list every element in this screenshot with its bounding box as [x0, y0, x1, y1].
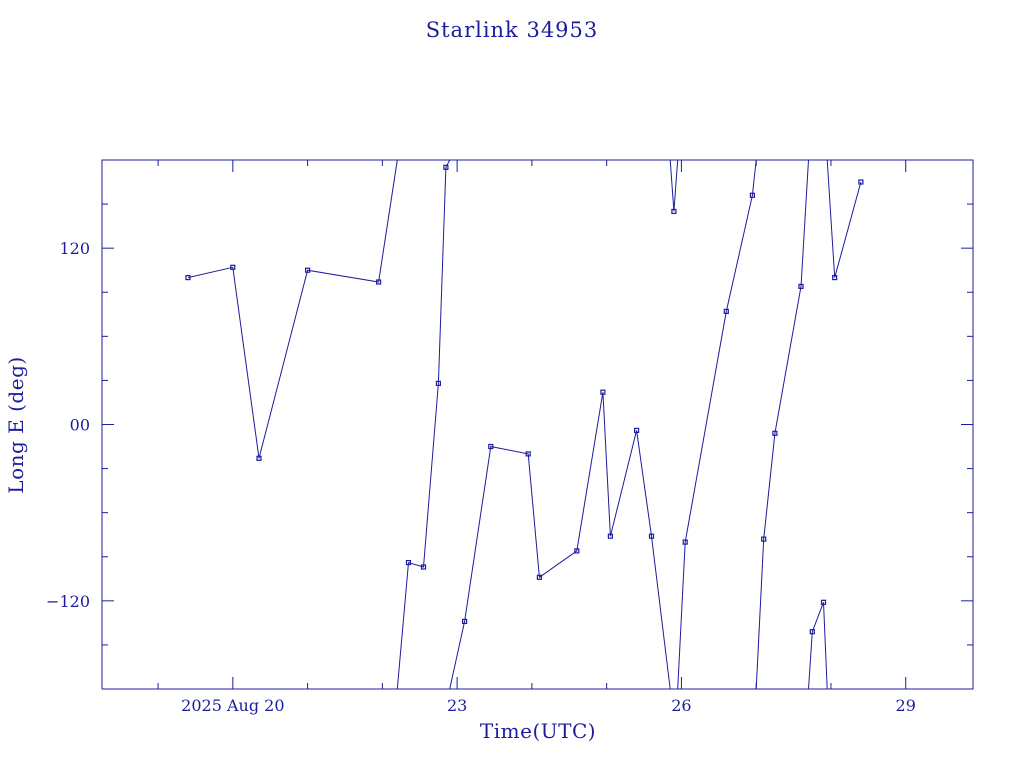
x-axis-label: Time(UTC): [480, 719, 596, 743]
series-line-segment: [669, 159, 679, 212]
data-point-marker: [648, 533, 655, 539]
series-lines: [187, 159, 862, 690]
y-axis-label: Long E (deg): [4, 356, 28, 493]
axis-ticks: [102, 160, 973, 689]
data-point-marker: [858, 179, 864, 185]
y-tick-label: −120: [46, 592, 90, 611]
data-point-marker: [761, 536, 767, 542]
data-point-marker: [607, 533, 614, 539]
y-tick-label: 120: [59, 239, 90, 258]
data-point-marker: [682, 539, 688, 545]
x-tick-label: 29: [896, 696, 916, 715]
data-point-marker: [633, 427, 640, 433]
data-point-marker: [671, 208, 677, 214]
data-point-marker: [798, 283, 804, 289]
data-point-marker: [574, 548, 580, 554]
x-tick-label: 2025 Aug 20: [181, 696, 284, 715]
series-line-segment: [826, 159, 862, 278]
series-line-segment: [396, 159, 451, 690]
data-point-marker: [405, 559, 412, 566]
chart-title: Starlink 34953: [426, 18, 599, 42]
data-point-marker: [185, 275, 191, 281]
data-point-marker: [230, 264, 236, 270]
data-point-marker: [488, 443, 494, 450]
data-point-marker: [536, 574, 543, 580]
data-point-marker: [435, 380, 441, 386]
data-point-marker: [600, 389, 606, 395]
series-line-segment: [187, 159, 398, 459]
data-point-marker: [420, 564, 427, 570]
x-tick-label: 23: [447, 696, 467, 715]
x-tick-label: 26: [671, 696, 691, 715]
data-point-marker: [723, 308, 729, 314]
series-line-segment: [449, 392, 671, 690]
axis-tick-labels: 120 00 −120 2025 Aug 20 23 26 29: [46, 239, 916, 715]
data-point-marker: [305, 267, 311, 273]
plot-frame: [101, 159, 974, 690]
data-point-marker: [820, 599, 827, 605]
series-line-segment: [808, 602, 828, 690]
data-point-marker: [443, 164, 449, 170]
data-point-marker: [749, 192, 756, 198]
series-line-segment: [677, 159, 757, 690]
data-point-marker: [525, 451, 531, 457]
plot-area: [185, 159, 864, 690]
data-point-marker: [832, 275, 838, 281]
y-tick-label: 00: [70, 416, 90, 435]
series-line-segment: [755, 159, 809, 690]
data-point-marker: [809, 629, 815, 635]
data-point-marker: [376, 279, 382, 285]
data-point-marker: [772, 430, 778, 436]
data-point-marker: [256, 455, 262, 461]
series-markers: [185, 164, 864, 635]
data-point-marker: [462, 618, 468, 625]
